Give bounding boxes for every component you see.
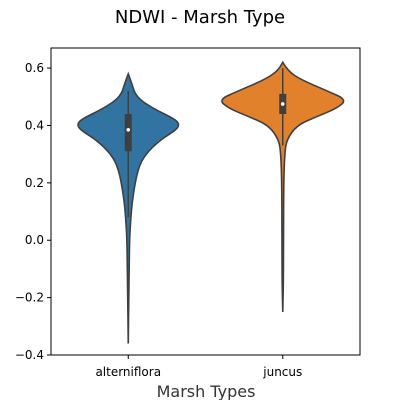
- x-tick-label: alterniflora: [95, 365, 161, 379]
- median-point-juncus: [280, 102, 285, 106]
- plot-area: −0.4 −0.2 0.0 0.2 0.4 0.6 alterniflora juncus: [15, 47, 361, 379]
- iqr-box-alterniflora: [124, 113, 132, 152]
- violin-juncus: [221, 60, 345, 312]
- y-tick-label: −0.4: [15, 348, 44, 362]
- plot-frame: [50, 47, 361, 356]
- y-tick-label: 0.2: [25, 176, 44, 190]
- x-tick-label: juncus: [262, 365, 302, 379]
- y-tick-label: 0.6: [25, 61, 44, 75]
- y-tick-label: 0.0: [25, 233, 44, 247]
- x-axis-label: Marsh Types: [157, 382, 256, 400]
- median-point-alterniflora: [126, 127, 131, 132]
- chart-title: NDWI - Marsh Type: [115, 7, 285, 28]
- y-tick-label: −0.2: [15, 291, 44, 305]
- y-tick-label: 0.4: [25, 118, 44, 132]
